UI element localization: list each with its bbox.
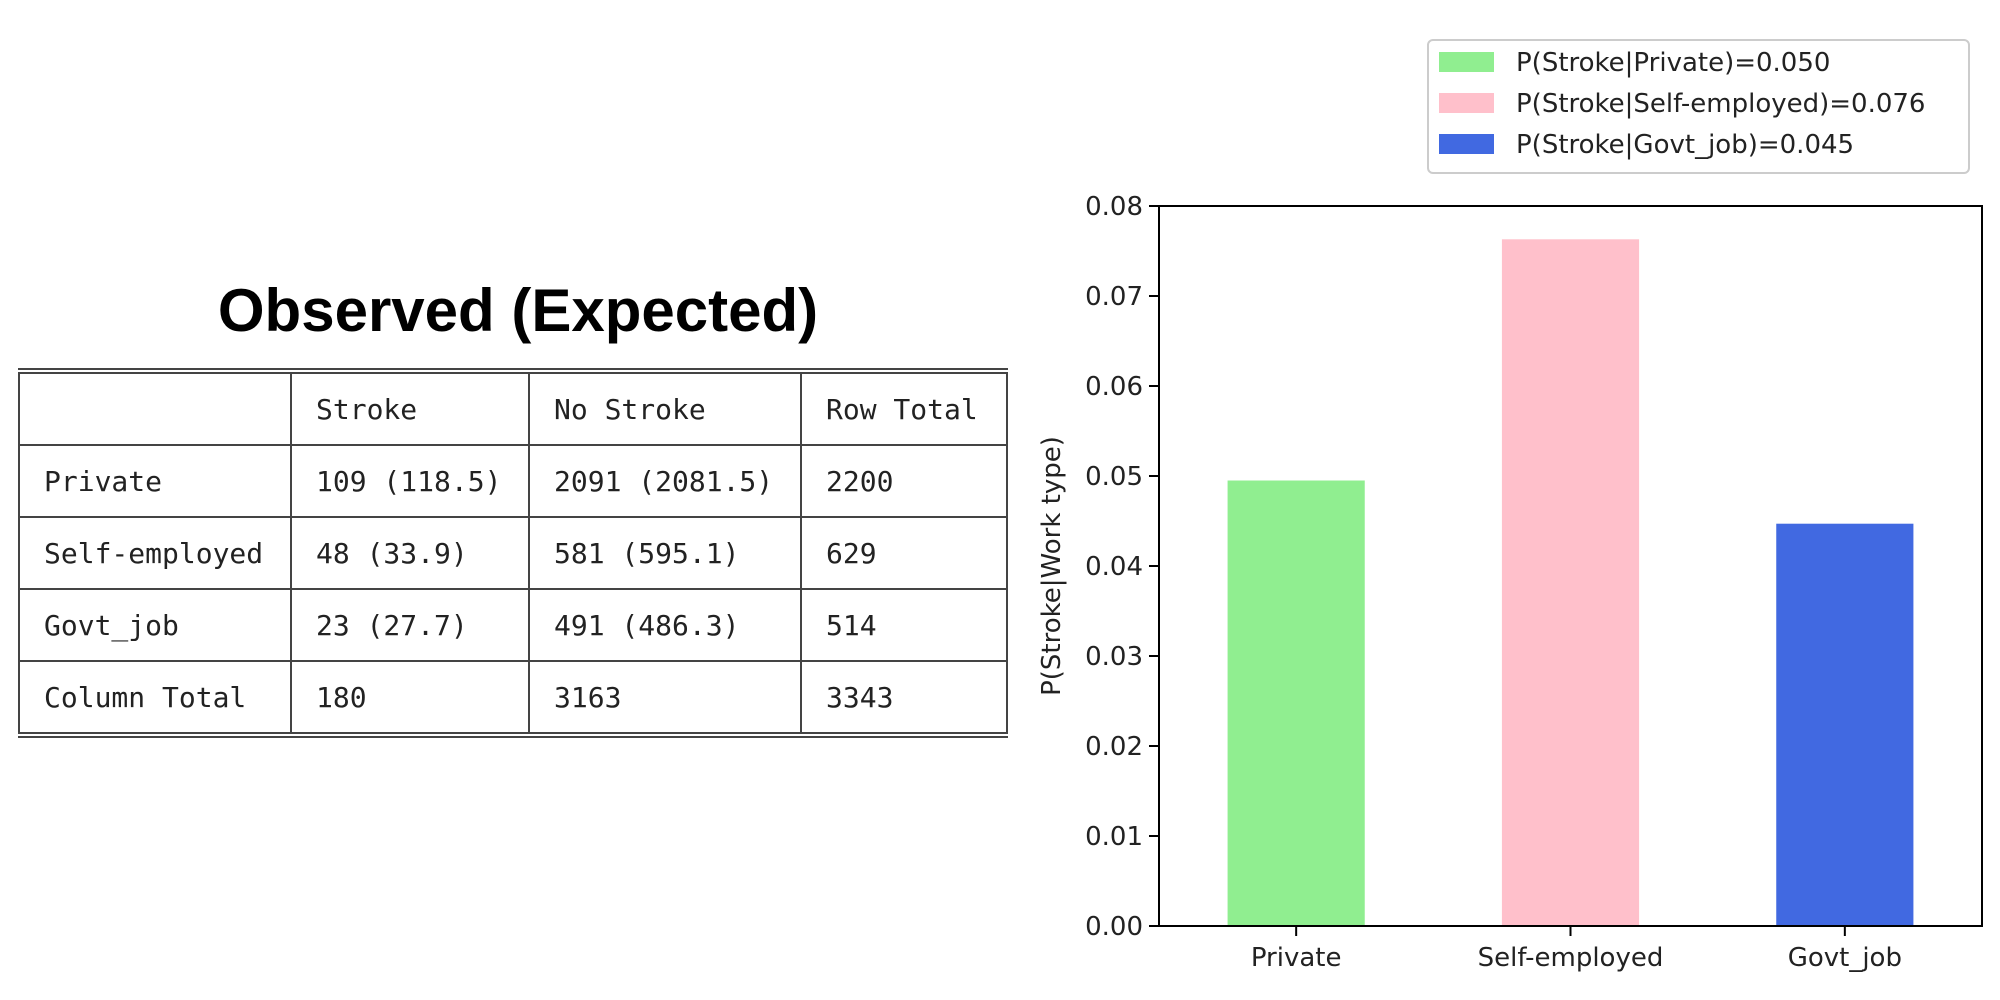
cell-row-label: Private xyxy=(18,444,292,518)
header-cell-row-label xyxy=(18,371,292,446)
cell-row-total: 629 xyxy=(800,516,1008,590)
x-tick-label: Govt_job xyxy=(1788,943,1902,973)
y-tick-label: 0.06 xyxy=(1085,372,1143,402)
cell-row-label: Column Total xyxy=(18,660,292,735)
chart-axes: 0.00 0.01 0.02 0.03 0.04 0.05 0.06 0.07 0.08 Priv… xyxy=(1085,192,1902,973)
legend-entry: P(Stroke|Govt_job)=0.045 xyxy=(1516,130,1854,160)
y-tick-label: 0.01 xyxy=(1085,822,1143,852)
cell-no-stroke: 581 (595.1) xyxy=(528,516,802,590)
table-row: Column Total 180 3163 3343 xyxy=(18,660,1008,735)
y-tick-label: 0.00 xyxy=(1085,912,1143,942)
chart-bars xyxy=(1227,239,1914,927)
chart-legend: P(Stroke|Private)=0.050 P(Stroke|Self-emp… xyxy=(1427,39,1970,174)
header-cell-stroke: Stroke xyxy=(290,371,530,446)
table-title: Observed (Expected) xyxy=(217,277,819,344)
bar-private xyxy=(1227,480,1365,926)
header-cell-no-stroke: No Stroke xyxy=(528,371,802,446)
cell-no-stroke: 3163 xyxy=(528,660,802,735)
cell-row-label: Govt_job xyxy=(18,588,292,662)
legend-swatch xyxy=(1439,52,1494,72)
legend-entry: P(Stroke|Self-employed)=0.076 xyxy=(1516,89,1925,119)
y-tick-label: 0.02 xyxy=(1085,732,1143,762)
x-tick-label: Private xyxy=(1251,943,1342,973)
table-header-row: Stroke No Stroke Row Total xyxy=(18,371,1008,446)
bar-self-employed xyxy=(1501,239,1640,927)
legend-swatch xyxy=(1439,93,1494,113)
legend-entry: P(Stroke|Private)=0.050 xyxy=(1516,48,1830,78)
legend-swatch xyxy=(1439,134,1494,154)
bar-govt-job xyxy=(1776,523,1914,926)
plot-frame xyxy=(1158,205,1983,927)
y-axis-label: P(Stroke|Work type) xyxy=(1037,436,1067,696)
table-row: Self-employed 48 (33.9) 581 (595.1) 629 xyxy=(18,516,1008,590)
cell-row-total: 2200 xyxy=(800,444,1008,518)
cell-stroke: 180 xyxy=(290,660,530,735)
x-tick-label: Self-employed xyxy=(1478,943,1664,973)
contingency-table: Stroke No Stroke Row Total Private 109 (118.… xyxy=(18,368,1008,738)
y-tick-label: 0.04 xyxy=(1085,552,1143,582)
table-row: Private 109 (118.5) 2091 (2081.5) 2200 xyxy=(18,444,1008,518)
cell-no-stroke: 2091 (2081.5) xyxy=(528,444,802,518)
cell-stroke: 109 (118.5) xyxy=(290,444,530,518)
cell-row-label: Self-employed xyxy=(18,516,292,590)
y-tick-label: 0.08 xyxy=(1085,192,1143,222)
y-tick-label: 0.05 xyxy=(1085,462,1143,492)
cell-row-total: 3343 xyxy=(800,660,1008,735)
cell-row-total: 514 xyxy=(800,588,1008,662)
contingency-table-container: Stroke No Stroke Row Total Private 109 (118.… xyxy=(18,368,1008,738)
y-tick-label: 0.03 xyxy=(1085,642,1143,672)
cell-no-stroke: 491 (486.3) xyxy=(528,588,802,662)
cell-stroke: 23 (27.7) xyxy=(290,588,530,662)
legend-box xyxy=(1427,39,1970,174)
header-cell-row-total: Row Total xyxy=(800,371,1008,446)
cell-stroke: 48 (33.9) xyxy=(290,516,530,590)
table-row: Govt_job 23 (27.7) 491 (486.3) 514 xyxy=(18,588,1008,662)
y-tick-label: 0.07 xyxy=(1085,282,1143,312)
